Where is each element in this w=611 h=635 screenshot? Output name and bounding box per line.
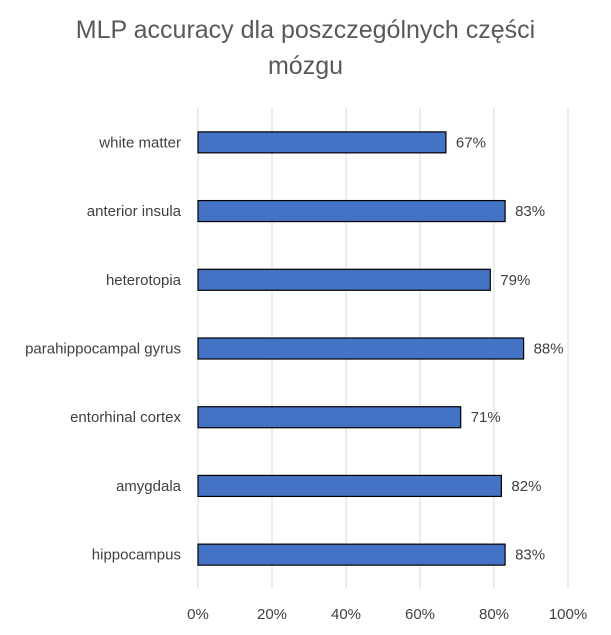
- category-labels: white matter anterior insula heterotopia pa…: [25, 134, 182, 563]
- x-tick-label: 60%: [405, 606, 435, 623]
- data-label: 88%: [534, 341, 564, 358]
- data-labels: 67% 83% 79% 88% 71% 82% 83%: [456, 134, 564, 563]
- category-label: white matter: [98, 134, 181, 151]
- category-label: amygdala: [116, 478, 182, 495]
- x-tick-label: 80%: [479, 606, 509, 623]
- bar: [197, 474, 502, 498]
- x-tick-label: 40%: [331, 606, 361, 623]
- category-label: hippocampus: [92, 547, 181, 564]
- category-label: anterior insula: [87, 203, 182, 220]
- x-axis-tick-labels: 0% 20% 40% 60% 80% 100%: [187, 606, 587, 623]
- chart-title-line-2: mózgu: [267, 52, 344, 80]
- bar: [197, 199, 506, 223]
- category-label: heterotopia: [106, 272, 182, 289]
- data-label: 82%: [511, 478, 541, 495]
- category-label: parahippocampal gyrus: [25, 341, 181, 358]
- category-label: entorhinal cortex: [70, 409, 181, 426]
- data-label: 83%: [515, 547, 545, 564]
- bar: [197, 543, 506, 566]
- bar: [197, 268, 491, 291]
- data-label: 83%: [515, 203, 545, 220]
- data-label: 79%: [500, 272, 530, 289]
- bar: [197, 131, 447, 154]
- x-tick-label: 0%: [187, 606, 209, 623]
- x-tick-label: 100%: [549, 606, 587, 623]
- bar: [197, 406, 462, 429]
- data-label: 71%: [471, 409, 501, 426]
- bar: [197, 337, 525, 360]
- data-label: 67%: [456, 134, 486, 151]
- chart-title-line-1: MLP accuracy dla poszczególnych części: [75, 16, 536, 44]
- x-tick-label: 20%: [257, 606, 287, 623]
- chart-title: MLP accuracy dla poszczególnych części m…: [20, 12, 591, 84]
- bars: [197, 131, 525, 566]
